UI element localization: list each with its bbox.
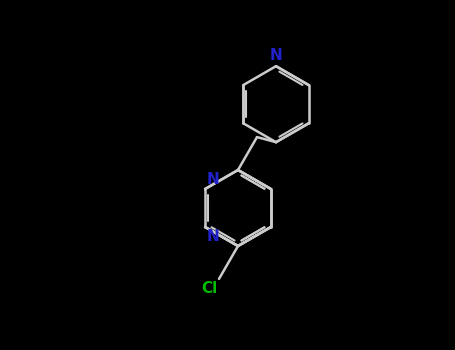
Text: N: N xyxy=(207,172,220,187)
Text: Cl: Cl xyxy=(201,281,217,296)
Text: N: N xyxy=(207,229,220,244)
Text: N: N xyxy=(270,48,283,63)
